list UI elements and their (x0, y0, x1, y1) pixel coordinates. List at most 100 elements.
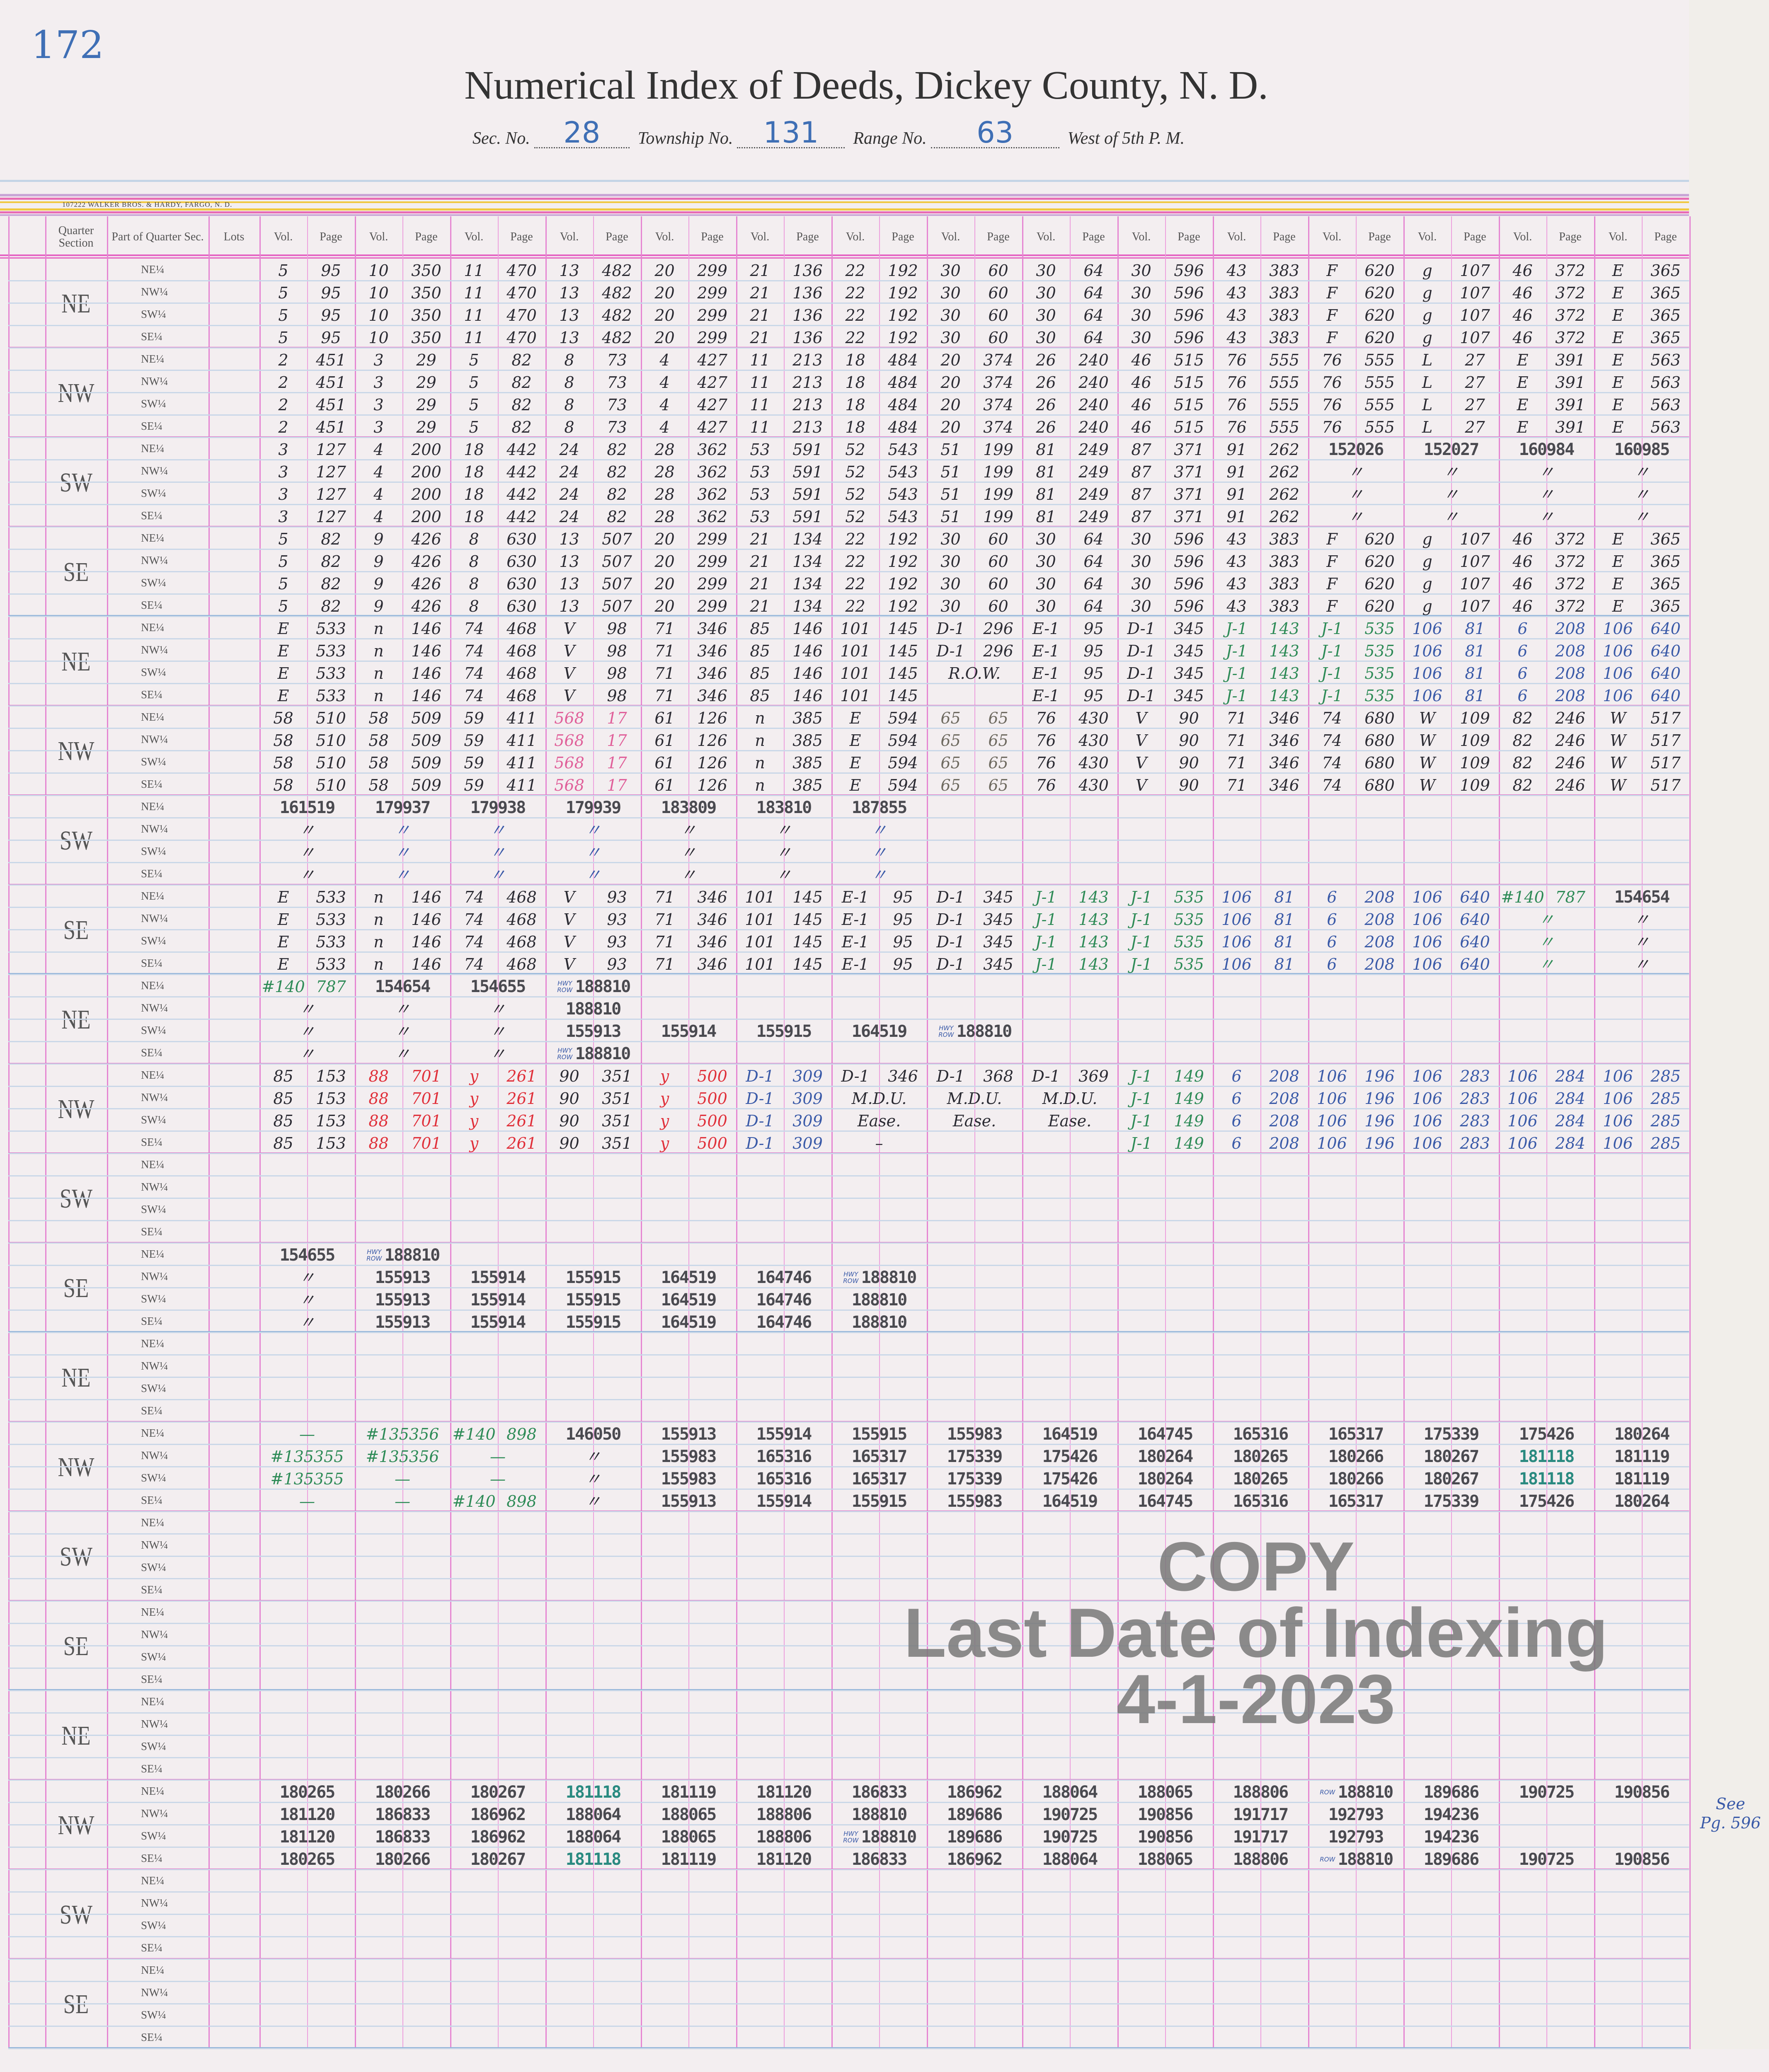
page-entry: 620 (1364, 597, 1395, 615)
table-row: SW¼ (8, 1199, 1689, 1221)
vol-entry: 106 (1603, 1134, 1633, 1152)
hwy-row-annotation: ROW (1320, 1856, 1335, 1863)
vol-entry: 106 (1507, 1134, 1538, 1152)
vol-entry: D-1 (1032, 1067, 1060, 1085)
stamped-document-number: 194236 (1423, 1805, 1480, 1824)
header-rule (0, 254, 1689, 256)
table-row: NE¼ (8, 1333, 1689, 1356)
stamped-document-number: — (299, 1425, 315, 1443)
stamped-document-number: 160984 (1519, 440, 1575, 459)
page-entry: 535 (1174, 933, 1204, 951)
quarter-block-sw: SW NE¼ 3 127 4 200 18 442 24 82 28 362 53 591 52 543 51 1… (8, 438, 1689, 528)
vol-entry: 6 (1231, 1089, 1242, 1108)
vol-entry: 106 (1603, 664, 1633, 683)
page-entry: 82 (511, 351, 532, 369)
page-entry: 369 (1078, 1067, 1109, 1085)
header-page: Page (415, 230, 438, 243)
stamped-document-number: 175426 (1519, 1492, 1575, 1511)
page-entry: 29 (416, 418, 436, 436)
page-entry: 208 (1269, 1112, 1299, 1130)
vol-entry: E (1517, 418, 1529, 436)
quarter-block-ne: NE NE¼ NW¼ SW¼ SE¼ (8, 1691, 1689, 1781)
vol-entry: 91 (1226, 485, 1247, 503)
column-rule (1213, 216, 1214, 2049)
vol-entry: L (1422, 396, 1433, 414)
vol-entry: 11 (464, 306, 484, 324)
page-entry: 299 (697, 530, 727, 548)
vol-entry: 3 (278, 463, 288, 481)
stamped-document-number: 〃 (1347, 485, 1364, 503)
page-entry: 510 (316, 776, 346, 794)
vol-entry: 106 (1603, 1089, 1633, 1108)
stamped-document-number: 180267 (1423, 1447, 1480, 1466)
page-entry: 365 (1650, 530, 1681, 548)
page-entry: 640 (1460, 888, 1490, 906)
header-page: Page (987, 230, 1010, 243)
page-entry: 470 (506, 284, 537, 302)
page-entry: 199 (983, 441, 1013, 459)
table-row: NW¼ E 533 n 146 74 468 V 93 71 346 101 145 E-1 95 D-1 34… (8, 908, 1689, 930)
vol-entry: g (1422, 261, 1432, 280)
hwy-row-annotation: HWY ROW (938, 1024, 954, 1038)
page-entry: 535 (1364, 620, 1395, 638)
vol-entry: E (277, 664, 289, 683)
page-entry: 246 (1555, 731, 1585, 750)
vol-entry: 22 (845, 530, 865, 548)
vol-entry: n (373, 888, 384, 906)
column-rule (545, 216, 547, 2049)
vol-entry: 71 (654, 955, 675, 973)
table-row: NW¼ (8, 1982, 1689, 2004)
vol-entry: 30 (940, 306, 961, 324)
vol-entry: 3 (373, 351, 384, 369)
stamped-document-number: 186833 (375, 1828, 431, 1847)
table-row: SW¼ (8, 1557, 1689, 1579)
page-entry: 60 (988, 261, 1008, 280)
vol-entry: 22 (845, 552, 865, 571)
stamped-document-number: 175339 (947, 1469, 1003, 1489)
header-page: Page (1273, 230, 1296, 243)
vol-entry: 26 (1036, 418, 1056, 436)
vol-entry: g (1422, 552, 1432, 571)
page-entry: 283 (1460, 1112, 1490, 1130)
part-of-quarter-label: NE¼ (141, 442, 165, 455)
page-entry: 149 (1174, 1067, 1204, 1085)
vol-entry: 5 (278, 329, 288, 347)
page-entry: 507 (602, 530, 632, 548)
vol-entry: 6 (1231, 1067, 1242, 1085)
vol-entry: #140 (452, 1425, 496, 1443)
stamped-document-number: 〃 (299, 1291, 315, 1309)
copy-watermark: COPY Last Date of Indexing 4-1-2023 (825, 1532, 1687, 1734)
vol-entry: 21 (750, 575, 770, 593)
page-entry: 95 (893, 933, 913, 951)
page-entry: 517 (1650, 776, 1681, 794)
stamped-document-number: 〃 (490, 821, 506, 839)
vol-entry: 51 (940, 441, 961, 459)
page-entry: 517 (1650, 709, 1681, 727)
vol-entry: 74 (464, 888, 484, 906)
stamped-document-number: 189686 (1423, 1850, 1480, 1869)
page-entry: 484 (888, 351, 918, 369)
vol-entry: 106 (1507, 1089, 1538, 1108)
page-entry: 82 (607, 441, 627, 459)
page-entry: 95 (893, 955, 913, 973)
stamped-document-number: 155913 (375, 1313, 431, 1332)
page-entry: 620 (1364, 261, 1395, 280)
page-entry: 563 (1650, 396, 1681, 414)
page-entry: 442 (506, 441, 537, 459)
vol-entry: 6 (1327, 933, 1337, 951)
page-entry: 351 (602, 1134, 632, 1152)
page-entry: 346 (1269, 709, 1299, 727)
stamped-document-number: 180266 (375, 1783, 431, 1802)
stamped-document-number: 155914 (470, 1313, 526, 1332)
vol-entry: D-1 (936, 620, 965, 638)
page-entry: 372 (1555, 597, 1585, 615)
stamped-document-number: 188810 (575, 1044, 631, 1063)
vol-entry: 4 (373, 508, 384, 526)
stamped-document-number: 188806 (756, 1828, 812, 1847)
page-entry: 82 (607, 463, 627, 481)
vol-entry: 30 (1131, 329, 1151, 347)
stamped-document-number: 〃 (299, 843, 315, 862)
page-entry: 262 (1269, 441, 1299, 459)
vol-entry: E (1612, 530, 1624, 548)
vol-entry: 43 (1226, 552, 1247, 571)
